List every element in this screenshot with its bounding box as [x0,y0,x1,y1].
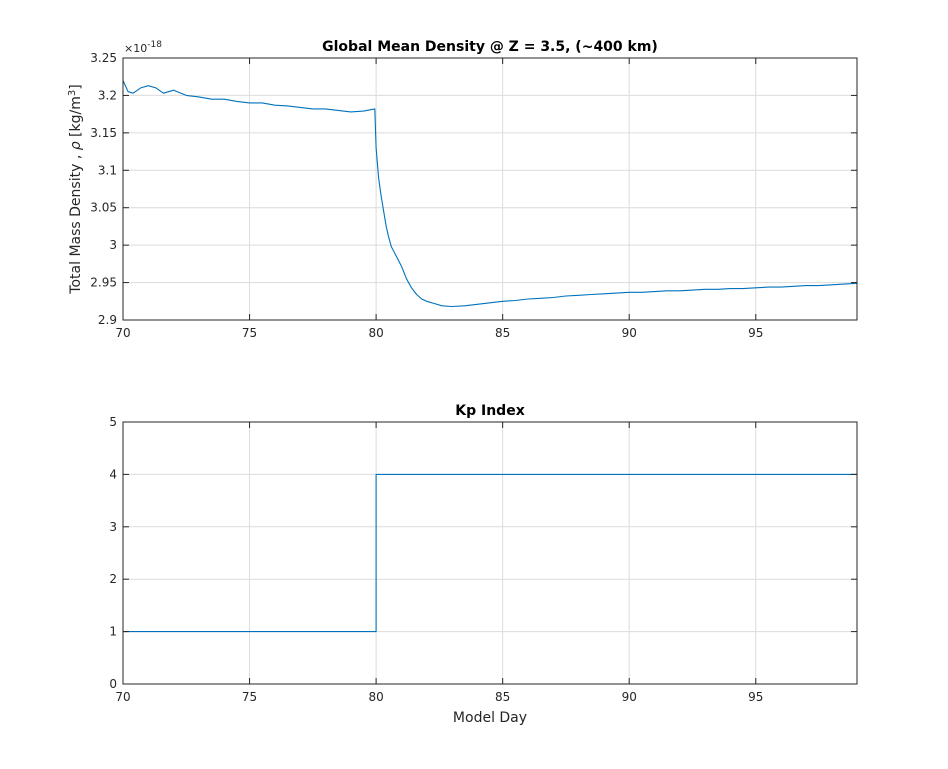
density-x-tick-label: 95 [748,326,763,340]
kp-axes-box [122,421,858,685]
kp-y-tick-label: 3 [109,520,117,534]
kp-x-tick-label: 80 [368,690,383,704]
density-y-label-symbol: ρ [68,141,84,150]
density-x-tick-label: 70 [115,326,130,340]
density-exponent-power: -18 [147,40,162,50]
kp-y-ticks: 0 1 2 3 4 5 [109,415,857,691]
density-y-label-main: Total Mass Density , [68,150,84,294]
density-y-tick-label: 3.05 [90,201,117,215]
density-x-tick-label: 90 [622,326,637,340]
kp-y-tick-label: 0 [109,677,117,691]
kp-title: Kp Index [455,403,524,419]
density-x-tick-label: 85 [495,326,510,340]
density-y-tick-label: 3.2 [98,88,117,102]
density-y-tick-label: 3.25 [90,51,117,65]
density-axes-box [122,57,858,321]
density-y-tick-label: 3.15 [90,126,117,140]
density-y-label-unit: [kg/m [68,96,84,141]
kp-x-tick-label: 75 [242,690,257,704]
density-y-label: Total Mass Density , ρ [kg/m3] [67,84,84,294]
density-x-tick-label: 75 [242,326,257,340]
density-y-tick-label: 3 [109,238,117,252]
kp-y-tick-label: 5 [109,415,117,429]
kp-plot-area [123,422,857,684]
density-y-tick-label: 2.95 [90,276,117,290]
density-y-label-unit-close: ] [68,84,84,89]
density-y-tick-label: 2.9 [98,313,117,327]
density-axes: 70 75 80 85 90 95 2.92.9533.053.13.153.23.25 … [67,39,858,340]
kp-axes: 70 75 80 85 90 95 0 1 2 3 4 5 Kp Index Model Day [109,403,858,726]
density-y-ticks: 2.9 2.95 3 3.05 3.1 3.15 3.2 3.25 [90,51,857,327]
density-line [122,80,858,308]
kp-y-tick-label: 1 [109,625,117,639]
density-x-tick-label: 80 [368,326,383,340]
kp-y-tick-label: 4 [109,467,117,481]
kp-x-tick-label: 90 [622,690,637,704]
density-series [122,80,858,308]
kp-series [123,473,857,633]
kp-x-tick-label: 70 [115,690,130,704]
density-x-ticks: 70 75 80 85 90 95 [115,58,763,340]
density-exponent: ×10-18 [124,40,162,55]
density-y-tick-label: 3.1 [98,163,117,177]
kp-x-label: Model Day [453,710,527,726]
density-exponent-base: ×10 [124,42,147,55]
kp-x-tick-label: 85 [495,690,510,704]
density-plot-area [123,58,857,320]
kp-y-tick-label: 2 [109,572,117,586]
kp-line [123,473,857,633]
kp-x-ticks: 70 75 80 85 90 95 [115,422,763,704]
kp-x-tick-label: 95 [748,690,763,704]
density-y-label-unit-exp: 3 [67,90,78,96]
density-title: Global Mean Density @ Z = 3.5, (~400 km) [322,39,658,55]
